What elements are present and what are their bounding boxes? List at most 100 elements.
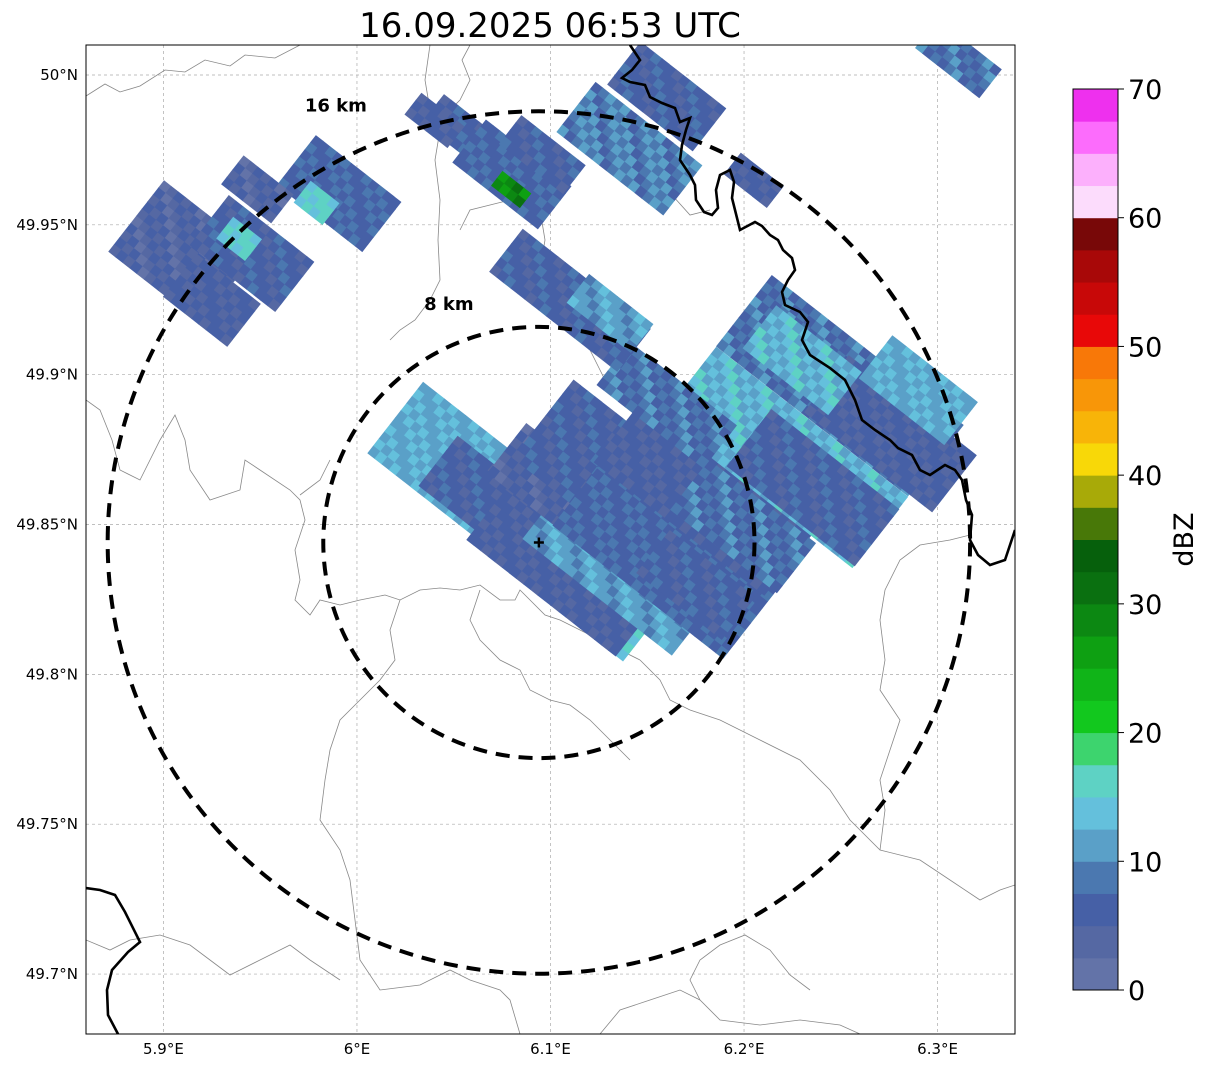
echo-pixel	[664, 642, 678, 656]
colorbar-segment	[1073, 925, 1118, 959]
colorbar-segment	[1073, 346, 1118, 380]
colorbar-tick-label: 0	[1128, 976, 1145, 1007]
colorbar-tick-label: 60	[1128, 204, 1162, 235]
x-tick-label: 6.1°E	[530, 1040, 571, 1058]
boundary-line	[599, 989, 861, 1034]
echo-cell	[404, 92, 465, 149]
x-tick-label: 6.3°E	[917, 1040, 958, 1058]
echo-pixel	[608, 643, 622, 657]
echo-pixel	[655, 201, 670, 216]
y-tick-label: 49.75°N	[16, 815, 78, 833]
colorbar-tick-label: 10	[1128, 847, 1162, 878]
echo-pixel	[530, 215, 544, 230]
colorbar-segment	[1073, 475, 1118, 508]
echo-pixel	[714, 626, 728, 640]
colorbar-segment	[1073, 829, 1118, 862]
colorbar-segment	[1073, 796, 1118, 830]
colorbar-label: dBZ	[1169, 512, 1200, 566]
range-ring-8km-label: 8 km	[424, 294, 474, 315]
colorbar-segment	[1073, 282, 1118, 315]
y-tick-label: 49.8°N	[26, 665, 78, 683]
x-tick-label: 5.9°E	[143, 1040, 184, 1058]
echo-pixel	[924, 498, 939, 513]
x-tick-label: 6°E	[344, 1040, 371, 1058]
echo-pixel	[555, 180, 570, 195]
colorbar-segment	[1073, 89, 1118, 122]
range-ring-16km	[105, 109, 973, 976]
echo-pixel	[847, 552, 861, 567]
colorbar-segment	[1073, 185, 1118, 219]
country-border	[86, 886, 142, 1034]
range-ring-16km-label: 16 km	[305, 95, 367, 116]
echo-cell	[726, 409, 900, 567]
echo-pixel	[219, 333, 234, 347]
colorbar-tick-label: 20	[1128, 719, 1162, 750]
echo-cell	[498, 115, 586, 195]
echo-pixel	[695, 454, 710, 469]
colorbar-segment	[1073, 861, 1118, 894]
colorbar-segment	[1073, 668, 1118, 701]
echo-cell	[556, 81, 703, 216]
echo-pixel	[756, 582, 771, 596]
colorbar-segment	[1073, 700, 1118, 734]
colorbar-segment	[1073, 636, 1118, 669]
echo-pixel	[512, 194, 526, 209]
echo-pixel	[267, 298, 282, 313]
boundary-line	[86, 399, 641, 661]
colorbar-segment	[1073, 732, 1118, 766]
echo-pixel	[263, 209, 278, 224]
x-tick-label: 6.2°E	[724, 1040, 765, 1058]
colorbar-segment	[1073, 314, 1118, 347]
boundary-line	[319, 599, 521, 1034]
colorbar-segment	[1073, 249, 1118, 283]
colorbar-segment	[1073, 442, 1118, 476]
colorbar-segment	[1073, 121, 1118, 154]
radar-site-marker	[533, 537, 544, 548]
echo-pixel	[932, 19, 945, 32]
echo-pixel	[354, 238, 369, 253]
boundary-line	[879, 534, 971, 851]
colorbar-segment	[1073, 410, 1118, 444]
colorbar: 0 10 20 30 40 50 60 70 dBZ	[1072, 75, 1200, 1007]
echo-pixel	[820, 401, 835, 416]
colorbar-segment	[1073, 893, 1118, 927]
echo-cell	[636, 530, 756, 640]
y-tick-label: 50°N	[40, 66, 78, 84]
y-axis-ticks: 50°N 49.95°N 49.9°N 49.85°N 49.8°N 49.75°N 49.…	[16, 66, 78, 983]
radar-echoes	[108, 19, 1002, 662]
echo-pixel	[769, 579, 783, 594]
colorbar-segment	[1073, 764, 1118, 798]
echo-pixel	[946, 30, 959, 43]
echo-cell	[914, 19, 1002, 99]
range-ring-8km	[321, 324, 757, 761]
echo-pixel	[759, 194, 773, 209]
map-panel[interactable]: 8 km 16 km	[86, 19, 1015, 1034]
figure-title: 16.09.2025 06:53 UTC	[359, 6, 741, 46]
echo-cell	[293, 180, 340, 226]
range-rings: 8 km 16 km	[105, 95, 973, 976]
echo-pixel	[939, 25, 952, 38]
echo-cell	[742, 305, 862, 416]
country-border	[619, 45, 1015, 567]
colorbar-tick-label: 50	[1128, 332, 1162, 363]
x-axis-ticks: 5.9°E 6°E 6.1°E 6.2°E 6.3°E	[143, 1040, 958, 1058]
colorbar-segment	[1073, 957, 1118, 991]
colorbar-segment	[1073, 217, 1118, 251]
boundary-line	[469, 589, 631, 761]
boundary-line	[86, 934, 341, 981]
y-tick-label: 49.85°N	[16, 516, 78, 534]
colorbar-tick-label: 70	[1128, 75, 1162, 106]
echo-cell	[670, 459, 817, 594]
y-tick-label: 49.9°N	[26, 366, 78, 384]
echo-pixel	[237, 247, 251, 262]
echo-cell	[491, 170, 532, 209]
colorbar-frame	[1072, 88, 1119, 991]
echo-pixel	[936, 431, 951, 446]
y-tick-label: 49.7°N	[26, 965, 78, 983]
echo-pixel	[933, 45, 947, 46]
echo-cell	[566, 273, 654, 353]
echo-cell	[221, 155, 294, 224]
colorbar-segment	[1073, 603, 1118, 637]
map-frame	[85, 44, 1016, 1035]
colorbar-segment	[1073, 507, 1118, 540]
